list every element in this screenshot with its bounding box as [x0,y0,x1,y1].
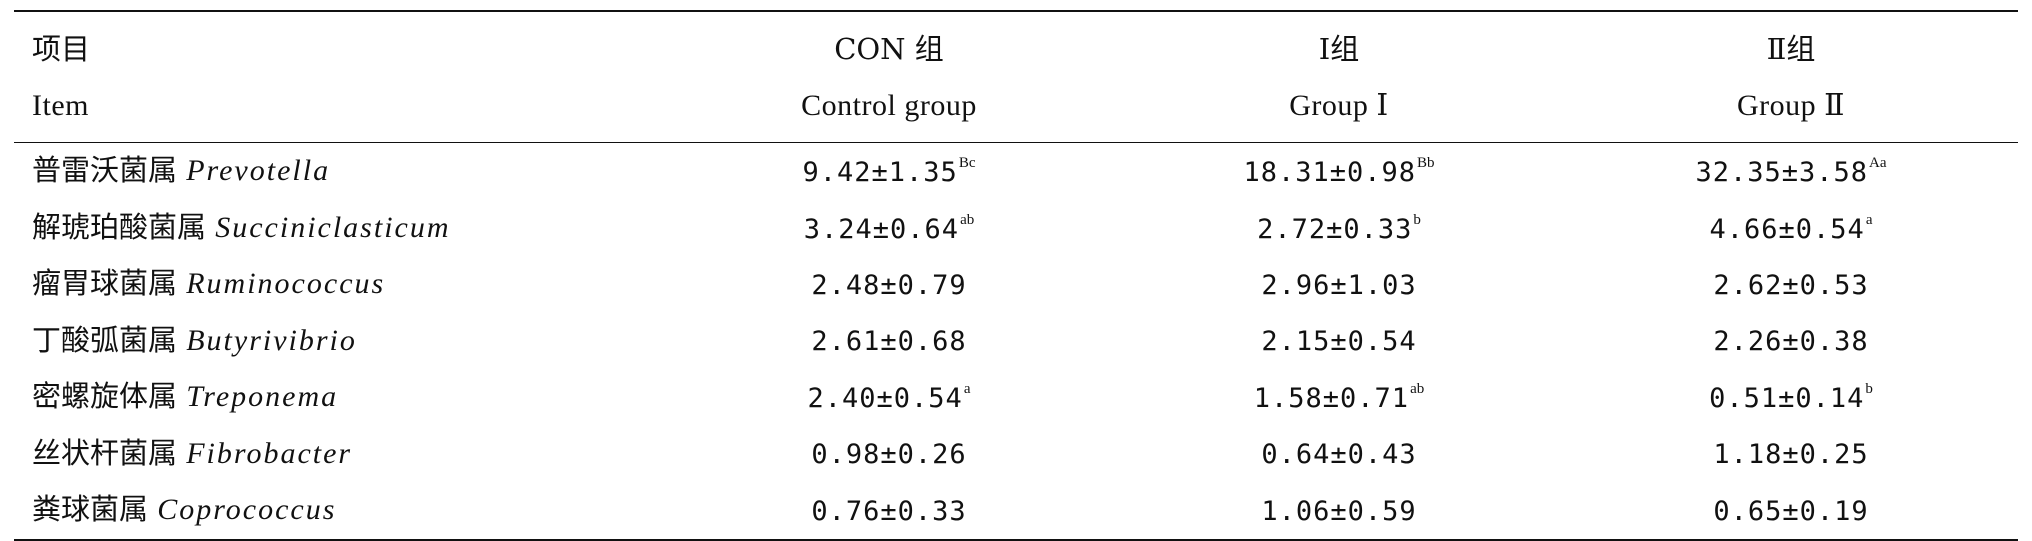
value-cell-con-group: 9.42±1.35Bc [664,143,1114,200]
genus-name-latin: Butyrivibrio [186,323,357,357]
table-row: 瘤胃球菌属 Ruminococcus 2.48±0.79 2.96±1.03 2.62… [14,256,2018,313]
value-cell-group-2: 0.51±0.14b [1564,369,2018,426]
mean-sd-value: 2.62±0.53 [1713,269,1869,301]
genus-cell: 密螺旋体属 Treponema [14,369,664,426]
table-row: 丝状杆菌属 Fibrobacter 0.98±0.26 0.64±0.43 1.18±… [14,426,2018,483]
table-row: 丁酸弧菌属 Butyrivibrio 2.61±0.68 2.15±0.54 2.26… [14,313,2018,370]
genus-name-latin: Coprococcus [157,493,337,527]
mean-sd-value: 0.51±0.14 [1709,383,1865,415]
table-body: 普雷沃菌属 Prevotella 9.42±1.35Bc 18.31±0.98Bb 3… [14,143,2018,541]
mean-sd-value: 0.98±0.26 [811,439,967,471]
value-cell-con-group: 3.24±0.64ab [664,200,1114,257]
mean-sd-value: 2.26±0.38 [1713,326,1869,358]
genus-name-cn: 密螺旋体属 [32,379,178,414]
mean-sd-value: 3.24±0.64 [803,213,960,245]
significance-letters: Aa [1869,155,1887,172]
value-cell-group-2: 2.62±0.53 [1564,256,2018,313]
mean-sd-value: 1.58±0.71 [1253,383,1410,415]
header-group-2-cn: Ⅱ组 [1564,10,2018,76]
value-cell-con-group: 0.76±0.33 [664,482,1114,541]
value-cell-group-1: 1.58±0.71ab [1114,369,1564,426]
table-row: 密螺旋体属 Treponema 2.40±0.54a 1.58±0.71ab 0.51… [14,369,2018,426]
mean-sd-value: 18.31±0.98 [1243,157,1417,189]
significance-letters: ab [960,211,975,228]
significance-letters: Bc [958,155,976,172]
genus-name-latin: Treponema [186,380,339,414]
header-item-cn: 项目 [14,10,664,76]
mean-sd-value: 1.06±0.59 [1261,495,1417,527]
significance-letters: b [1865,381,1873,398]
header-item-en: Item [14,76,664,143]
table-row: 解琥珀酸菌属 Succiniclasticum 3.24±0.64ab 2.72±0… [14,200,2018,257]
mean-sd-value: 2.15±0.54 [1261,326,1417,358]
table-row: 粪球菌属 Coprococcus 0.76±0.33 1.06±0.59 0.65±0… [14,482,2018,541]
significance-letters: ab [1410,381,1425,398]
genus-name-cn: 普雷沃菌属 [32,153,178,188]
header-row-english: Item Control group Group Ⅰ Group Ⅱ [14,76,2018,143]
genus-name-latin: Ruminococcus [186,267,386,301]
mean-sd-value: 2.72±0.33 [1257,213,1413,245]
genus-cell: 丝状杆菌属 Fibrobacter [14,426,664,483]
value-cell-group-1: 1.06±0.59 [1114,482,1564,541]
mean-sd-value: 0.65±0.19 [1713,495,1869,527]
mean-sd-value: 9.42±1.35 [802,157,958,189]
value-cell-group-1: 0.64±0.43 [1114,426,1564,483]
genus-cell: 粪球菌属 Coprococcus [14,482,664,541]
genus-name-latin: Succiniclasticum [215,210,451,244]
genus-cell: 普雷沃菌属 Prevotella [14,143,664,200]
genus-name-cn: 解琥珀酸菌属 [32,209,207,244]
header-group-2-en: Group Ⅱ [1564,76,2018,143]
mean-sd-value: 1.18±0.25 [1713,439,1869,471]
mean-sd-value: 0.76±0.33 [811,495,967,527]
genus-name-latin: Fibrobacter [186,436,353,470]
value-cell-group-1: 2.72±0.33b [1114,200,1564,257]
value-cell-group-1: 2.15±0.54 [1114,313,1564,370]
mean-sd-value: 0.64±0.43 [1261,439,1417,471]
mean-sd-value: 4.66±0.54 [1709,213,1865,245]
value-cell-group-2: 32.35±3.58Aa [1564,143,2018,200]
mean-sd-value: 32.35±3.58 [1695,157,1869,189]
significance-letters: a [963,381,971,398]
genus-name-cn: 瘤胃球菌属 [32,266,178,301]
value-cell-con-group: 2.48±0.79 [664,256,1114,313]
mean-sd-value: 2.40±0.54 [807,383,963,415]
genus-cell: 瘤胃球菌属 Ruminococcus [14,256,664,313]
mean-sd-value: 2.96±1.03 [1261,269,1417,301]
genus-name-cn: 丝状杆菌属 [32,435,178,470]
header-group-1-en: Group Ⅰ [1114,76,1564,143]
data-table-container: 项目 CON 组 Ⅰ组 Ⅱ组 Item Control group Group … [14,10,2018,541]
value-cell-group-2: 0.65±0.19 [1564,482,2018,541]
value-cell-con-group: 2.40±0.54a [664,369,1114,426]
value-cell-group-2: 1.18±0.25 [1564,426,2018,483]
genus-name-cn: 丁酸弧菌属 [32,322,178,357]
mean-sd-value: 2.61±0.68 [811,326,967,358]
table-header: 项目 CON 组 Ⅰ组 Ⅱ组 Item Control group Group … [14,10,2018,143]
significance-letters: b [1413,211,1421,228]
mean-sd-value: 2.48±0.79 [811,269,967,301]
value-cell-con-group: 0.98±0.26 [664,426,1114,483]
value-cell-con-group: 2.61±0.68 [664,313,1114,370]
genus-cell: 解琥珀酸菌属 Succiniclasticum [14,200,664,257]
significance-letters: Bb [1417,155,1435,172]
genus-abundance-table: 项目 CON 组 Ⅰ组 Ⅱ组 Item Control group Group … [14,10,2018,541]
genus-name-cn: 粪球菌属 [32,492,149,527]
header-row-chinese: 项目 CON 组 Ⅰ组 Ⅱ组 [14,10,2018,76]
header-con-group-en: Control group [664,76,1114,143]
value-cell-group-2: 4.66±0.54a [1564,200,2018,257]
genus-name-latin: Prevotella [186,154,331,188]
value-cell-group-1: 18.31±0.98Bb [1114,143,1564,200]
header-con-group-cn: CON 组 [664,10,1114,76]
table-row: 普雷沃菌属 Prevotella 9.42±1.35Bc 18.31±0.98Bb 3… [14,143,2018,200]
significance-letters: a [1865,211,1873,228]
value-cell-group-1: 2.96±1.03 [1114,256,1564,313]
header-group-1-cn: Ⅰ组 [1114,10,1564,76]
genus-cell: 丁酸弧菌属 Butyrivibrio [14,313,664,370]
value-cell-group-2: 2.26±0.38 [1564,313,2018,370]
